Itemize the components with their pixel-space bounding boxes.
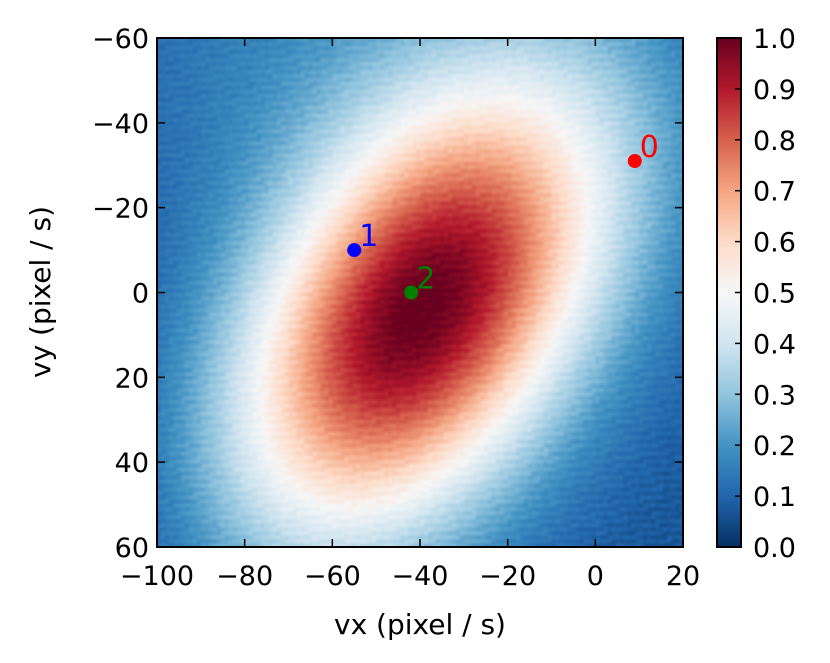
colorbar-tick-label: 0.4 [753,329,796,360]
colorbar-tick-label: 0.2 [753,431,796,462]
y-tick-label: 0 [132,279,149,310]
point-label: 1 [359,219,378,254]
colorbar-axis: 0.0 0.1 0.2 0.3 0.4 0.5 0.6 0.7 0.8 0.9 1.0 [735,24,796,564]
point-marker [347,243,362,258]
colorbar-tick-label: 0.0 [753,533,796,564]
colorbar-tick-label: 0.8 [753,126,796,157]
x-axis: −100 −80 −60 −40 −20 0 20 [120,38,700,592]
point-label: 2 [416,262,435,297]
x-tick-label: −80 [216,561,273,592]
x-tick-label: 0 [587,561,604,592]
colorbar-tick-label: 0.3 [753,380,796,411]
colorbar-tick-label: 0.5 [753,279,796,310]
y-tick-label: −20 [92,194,149,225]
x-tick-label: −20 [479,561,536,592]
x-tick-label: 20 [666,561,700,592]
y-tick-label: 20 [115,363,149,394]
point-marker [404,285,419,300]
y-axis-title: vy (pixel / s) [24,206,57,378]
colorbar-tick-label: 0.6 [753,228,796,259]
y-tick-label: 60 [115,533,149,564]
point-marker [627,154,642,169]
colorbar-tick-label: 0.1 [753,482,796,513]
point-label: 0 [640,130,659,165]
x-tick-label: −60 [304,561,361,592]
y-tick-label: −60 [92,24,149,55]
colorbar-tick-label: 0.9 [753,75,796,106]
x-tick-label: −100 [120,561,194,592]
colorbar-tick-label: 0.7 [753,177,796,208]
x-axis-title: vx (pixel / s) [334,608,506,641]
heatmap [157,38,683,547]
x-tick-label: −40 [392,561,449,592]
y-tick-label: −40 [92,109,149,140]
y-tick-label: 40 [115,448,149,479]
colorbar-tick-label: 1.0 [753,24,796,55]
heatmap-image [157,38,683,547]
point-markers: 0 1 2 [347,130,659,300]
